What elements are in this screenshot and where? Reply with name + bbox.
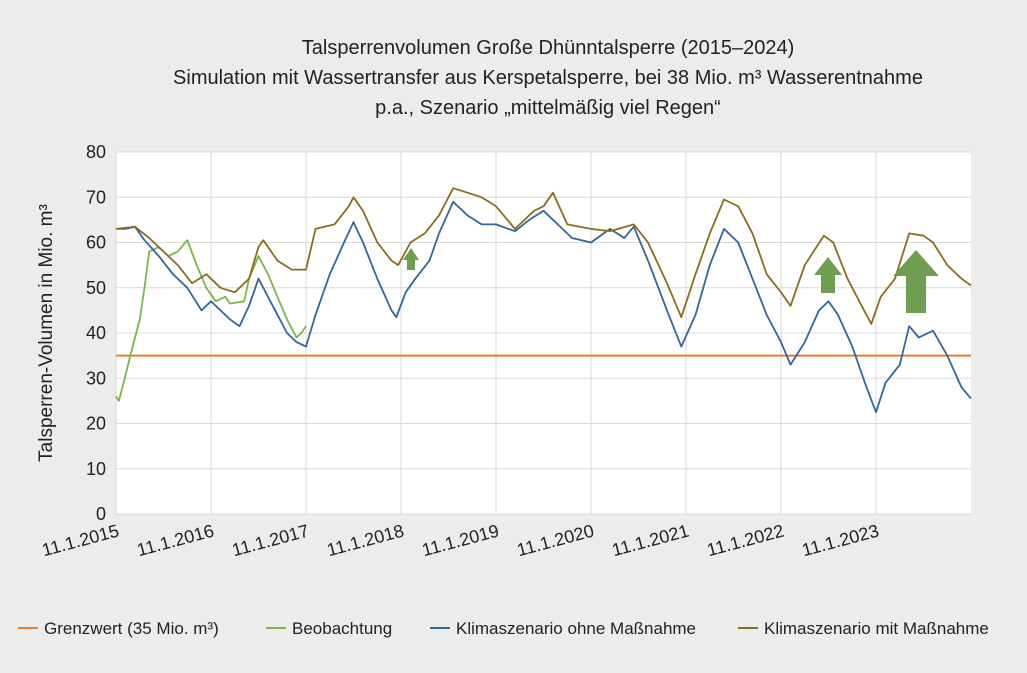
y-tick-label: 60 bbox=[86, 233, 106, 253]
y-tick-label: 80 bbox=[86, 142, 106, 162]
legend-label: Klimaszenario mit Maßnahme bbox=[764, 619, 989, 638]
arrow bbox=[814, 257, 842, 293]
legend-label: Grenzwert (35 Mio. m³) bbox=[44, 619, 219, 638]
y-tick-label: 0 bbox=[96, 504, 106, 524]
series-line bbox=[115, 239, 307, 402]
arrows bbox=[403, 248, 939, 313]
chart-title: Simulation mit Wassertransfer aus Kerspe… bbox=[173, 67, 923, 89]
arrow bbox=[403, 248, 419, 270]
y-tick-label: 30 bbox=[86, 368, 106, 388]
series-line bbox=[115, 187, 972, 325]
legend-label: Beobachtung bbox=[292, 619, 392, 638]
series-line bbox=[116, 200, 972, 414]
chart-title: Talsperrenvolumen Große Dhünntalsperre (… bbox=[302, 37, 795, 59]
y-axis-label: Talsperren-Volumen in Mio. m³ bbox=[36, 204, 57, 462]
legend-label: Klimaszenario ohne Maßnahme bbox=[456, 619, 696, 638]
y-tick-label: 20 bbox=[86, 414, 106, 434]
y-tick-label: 10 bbox=[86, 459, 106, 479]
y-tick-label: 50 bbox=[86, 278, 106, 298]
chart-title: p.a., Szenario „mittelmäßig viel Regen“ bbox=[375, 97, 721, 119]
arrow bbox=[893, 250, 939, 313]
y-tick-label: 70 bbox=[86, 187, 106, 207]
y-tick-label: 40 bbox=[86, 323, 106, 343]
